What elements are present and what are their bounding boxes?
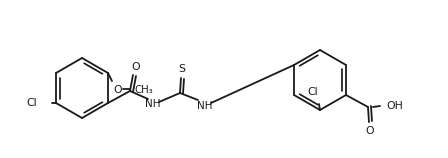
Text: O: O [132,62,140,72]
Text: O: O [114,85,122,95]
Text: NH: NH [145,99,161,109]
Text: S: S [178,64,185,74]
Text: Cl: Cl [26,98,37,108]
Text: NH: NH [197,101,213,111]
Text: Cl: Cl [308,87,319,97]
Text: CH₃: CH₃ [134,85,153,95]
Text: O: O [366,126,374,136]
Text: OH: OH [386,101,403,111]
